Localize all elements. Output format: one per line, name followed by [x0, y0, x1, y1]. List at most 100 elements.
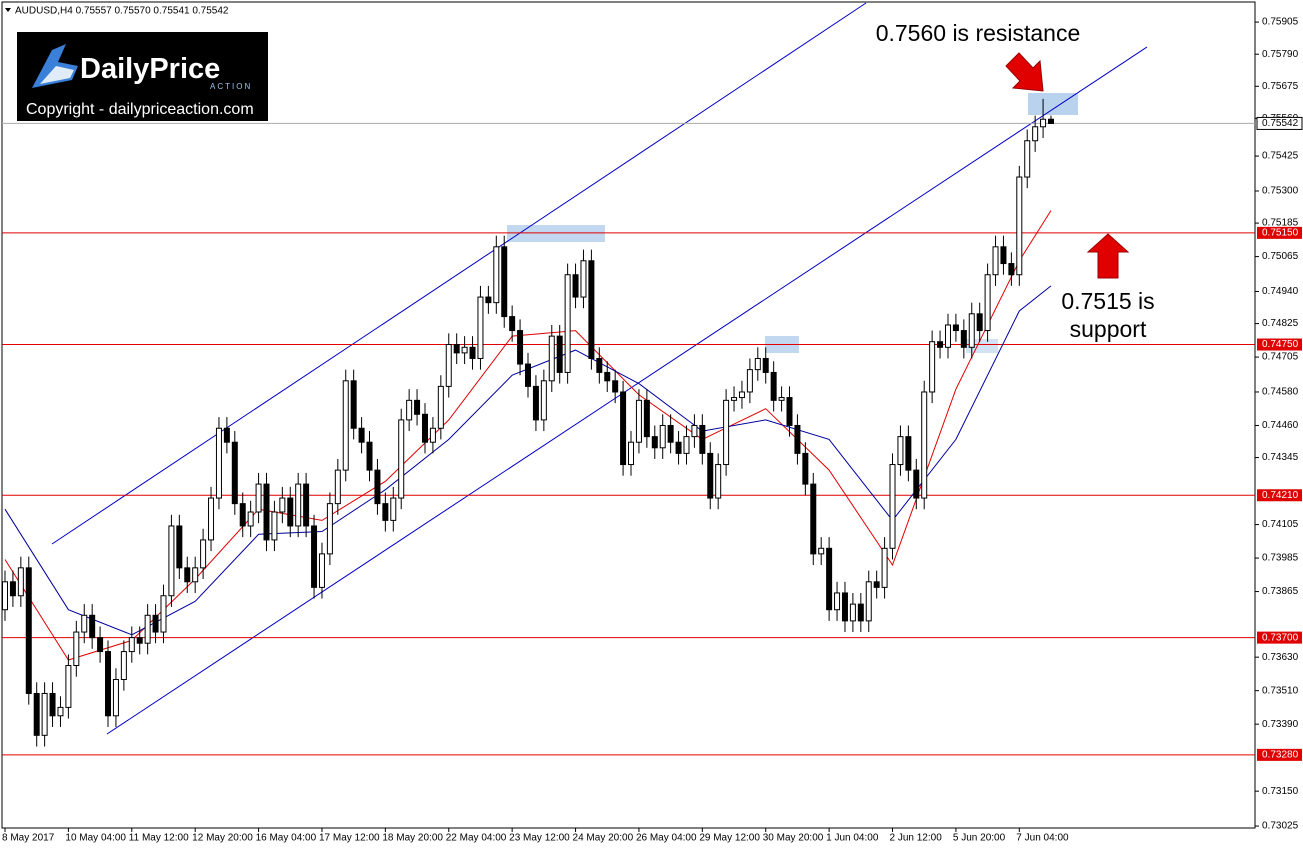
candle-body [318, 553, 325, 588]
candle-body [509, 316, 516, 332]
candle-body [287, 497, 294, 527]
candle-body [477, 296, 484, 359]
price-label-box [1256, 116, 1303, 130]
candle-body [612, 380, 619, 393]
candle-body [501, 246, 508, 318]
x-tick-label: 10 May 04:00 [65, 833, 126, 844]
candle-body [818, 547, 825, 555]
candle-body [461, 346, 468, 354]
candle-body [200, 539, 207, 569]
candle-body [398, 419, 405, 499]
channel-line [51, 2, 867, 545]
level-label-box [1257, 226, 1302, 239]
y-tick-label: 0.73865 [1262, 586, 1299, 597]
candle-body [699, 424, 706, 454]
candle-body [564, 274, 571, 373]
x-tick-label: 5 Jun 20:00 [953, 833, 1006, 844]
candle-body [628, 441, 635, 466]
candle-body [120, 651, 127, 680]
y-tick-label: 0.75185 [1262, 218, 1299, 229]
y-tick-label: 0.74940 [1262, 286, 1299, 297]
candle-body [453, 344, 460, 354]
y-tick-label: 0.75790 [1262, 49, 1299, 60]
candle-body [691, 424, 698, 438]
candle-body [390, 497, 397, 521]
candle-body [160, 595, 167, 633]
logo-brand: DailyPrice [80, 53, 220, 85]
candle-body [311, 525, 318, 588]
y-tick-label: 0.74705 [1262, 352, 1299, 363]
candle-body [1032, 126, 1039, 142]
level-label-box [1257, 748, 1302, 761]
x-tick-label: 18 May 20:00 [382, 833, 443, 844]
candle-body [1000, 246, 1007, 265]
candle-body [992, 246, 999, 276]
candle-body [675, 441, 682, 454]
candle-body [643, 399, 650, 438]
candle-body [128, 637, 135, 653]
candle-body [192, 567, 199, 583]
candle-body [754, 357, 761, 371]
candle-body [1008, 263, 1015, 276]
candle-body [659, 424, 666, 449]
candle-body [968, 313, 975, 348]
candle-body [929, 341, 936, 393]
candle-body [73, 631, 80, 667]
candle-body [279, 497, 286, 513]
candle-body [33, 692, 40, 736]
candle-body [580, 260, 587, 298]
candle-body [303, 483, 310, 527]
candle-body [421, 413, 428, 443]
x-tick-label: 12 May 20:00 [192, 833, 253, 844]
level-label: 0.74750 [1262, 339, 1299, 350]
candle-body [651, 436, 658, 449]
logo-copyright: Copyright - dailypriceaction.com [26, 101, 254, 118]
level-label-box [1257, 489, 1302, 502]
logo-icon [40, 66, 74, 84]
x-tick-label: 7 Jun 04:00 [1016, 833, 1069, 844]
candle-body [849, 603, 856, 622]
y-tick-label: 0.75675 [1262, 81, 1299, 92]
candle-body [683, 436, 690, 454]
candle-body [960, 330, 967, 348]
x-tick-label: 8 May 2017 [2, 833, 55, 844]
y-tick-label: 0.73150 [1262, 786, 1299, 797]
candle-body [326, 503, 333, 555]
candle-body [89, 614, 96, 639]
y-tick-label: 0.74580 [1262, 387, 1299, 398]
candle-body [857, 603, 864, 622]
candle-body [913, 469, 920, 499]
candle-body [247, 511, 254, 527]
plot-frame [1, 1, 1256, 829]
header-icon [5, 8, 11, 12]
y-tick-label: 0.75425 [1262, 151, 1299, 162]
candle-body [57, 706, 64, 717]
candle-body [231, 441, 238, 505]
candle-body [65, 665, 72, 708]
y-tick-label: 0.75300 [1262, 186, 1299, 197]
series-layer [2, 98, 1255, 756]
candle-body [437, 385, 444, 429]
candle-body [1016, 176, 1023, 276]
candle-body [168, 525, 175, 597]
x-tick-label: 2 Jun 12:00 [890, 833, 943, 844]
candle-body [865, 581, 872, 622]
candle-body [778, 397, 785, 401]
level-label: 0.73700 [1262, 632, 1299, 643]
candle-body [374, 469, 381, 505]
level-label: 0.75150 [1262, 227, 1299, 238]
candle-body [738, 391, 745, 399]
candle-body [826, 547, 833, 611]
logo: DailyPrice ACTION Copyright - dailyprice… [17, 32, 268, 121]
candle-body [604, 371, 611, 382]
x-tick-label: 11 May 12:00 [129, 833, 189, 844]
y-tick-label: 0.75065 [1262, 251, 1299, 262]
candle-body [105, 651, 112, 717]
annotation: support [1070, 316, 1147, 342]
candle-body [532, 385, 539, 421]
candle-body [215, 427, 222, 499]
candle-body [921, 391, 928, 499]
candle-body [588, 260, 595, 359]
logo-sub: ACTION [210, 82, 252, 91]
